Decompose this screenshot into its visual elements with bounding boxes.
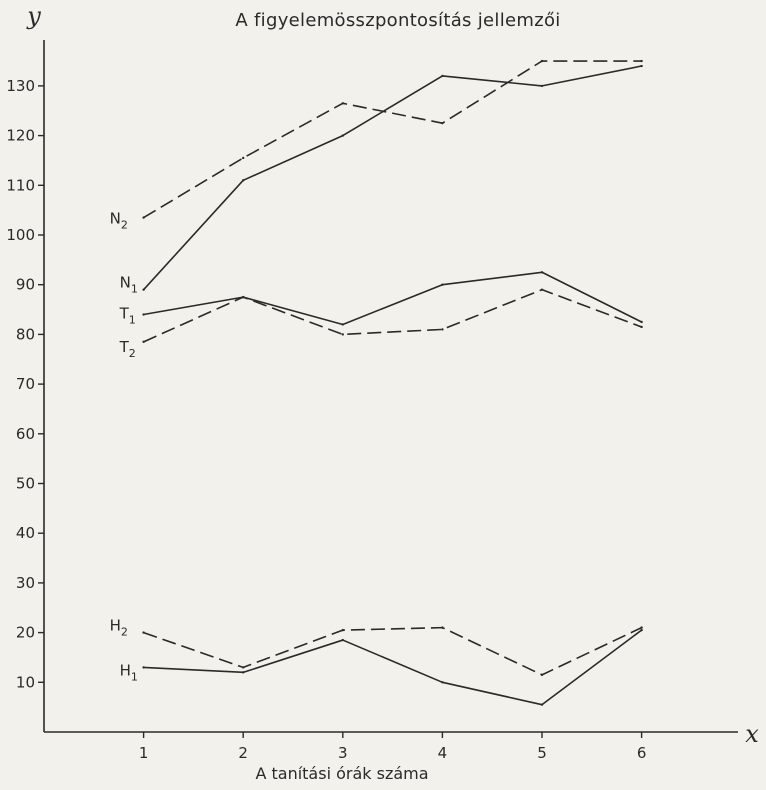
data-point-n1 [341,134,344,137]
x-tick-label: 6 [637,744,647,762]
x-tick-label: 2 [238,744,248,762]
y-tick-label: 100 [6,226,35,244]
data-point-h2 [142,631,145,634]
series-label-h2: H2 [110,617,128,639]
data-point-h1 [540,703,544,706]
data-point-h1 [142,666,145,669]
y-tick-label: 70 [16,375,35,393]
y-tick-label: 80 [16,325,35,343]
series-line-n2 [143,60,642,219]
y-tick-label: 90 [16,276,35,294]
y-ticks: 10 20 30 40 50 60 70 80 90 100 110 120 130 [6,77,44,691]
axes [43,40,738,733]
data-point-n1 [441,74,444,78]
data-point-t1 [640,320,643,324]
series-lines [142,59,643,706]
data-point-t2 [441,328,444,331]
series-label-h1: H1 [120,661,138,683]
data-point-n2 [341,102,344,105]
data-point-n2 [640,59,643,63]
series-line-h1 [143,629,643,706]
series-labels: N2 N1 T1 T2 H2 H1 [110,210,138,684]
data-point-h1 [640,628,643,632]
x-tick-label: 3 [338,744,348,762]
data-point-h2 [640,626,643,629]
data-point-t2 [242,295,245,299]
y-tick-label: 20 [16,624,35,642]
y-tick-label: 60 [16,425,35,443]
data-point-n2 [242,156,245,160]
data-point-h1 [441,681,444,684]
data-point-h2 [341,628,344,632]
data-point-t1 [341,323,344,326]
series-line-h2 [143,626,642,676]
x-tick-label: 5 [537,744,547,762]
data-point-t1 [142,313,145,316]
y-tick-label: 40 [16,524,35,542]
data-point-h2 [540,673,544,677]
data-point-h2 [441,626,444,629]
series-label-n2: N2 [110,210,128,232]
data-point-n2 [540,59,544,63]
data-point-t2 [341,333,344,336]
chart-title: A figyelemösszpontosítás jellemzői [235,10,560,31]
data-point-t1 [441,283,444,286]
data-point-n1 [242,179,245,182]
data-point-h1 [242,671,245,674]
data-point-t2 [540,288,544,291]
data-point-t2 [142,340,145,344]
series-label-t1: T1 [119,305,136,327]
series-line-t2 [143,288,642,343]
y-tick-label: 110 [6,176,35,194]
y-tick-label: 130 [6,77,35,95]
y-tick-label: 30 [16,574,35,592]
y-tick-label: 50 [16,475,35,493]
y-tick-label: 10 [16,673,35,691]
x-tick-label: 1 [139,744,149,762]
x-axis-letter: x [745,720,759,748]
data-point-t2 [640,325,643,329]
series-line-t1 [143,271,642,326]
x-axis-title: A tanítási órák száma [255,764,428,783]
data-point-n1 [142,288,145,291]
y-axis-letter: y [26,2,41,30]
x-ticks: 1 2 3 4 5 6 [139,732,647,762]
data-point-h2 [242,666,245,669]
data-point-n2 [441,121,444,125]
data-point-n1 [540,84,544,88]
series-line-n1 [143,65,642,291]
data-point-n2 [142,216,145,219]
data-point-h1 [341,638,344,642]
x-tick-label: 4 [438,744,448,762]
series-label-n1: N1 [120,274,138,296]
data-point-n1 [640,64,643,68]
y-tick-label: 120 [6,127,35,145]
series-label-t2: T2 [119,338,136,360]
data-point-t1 [540,271,544,274]
